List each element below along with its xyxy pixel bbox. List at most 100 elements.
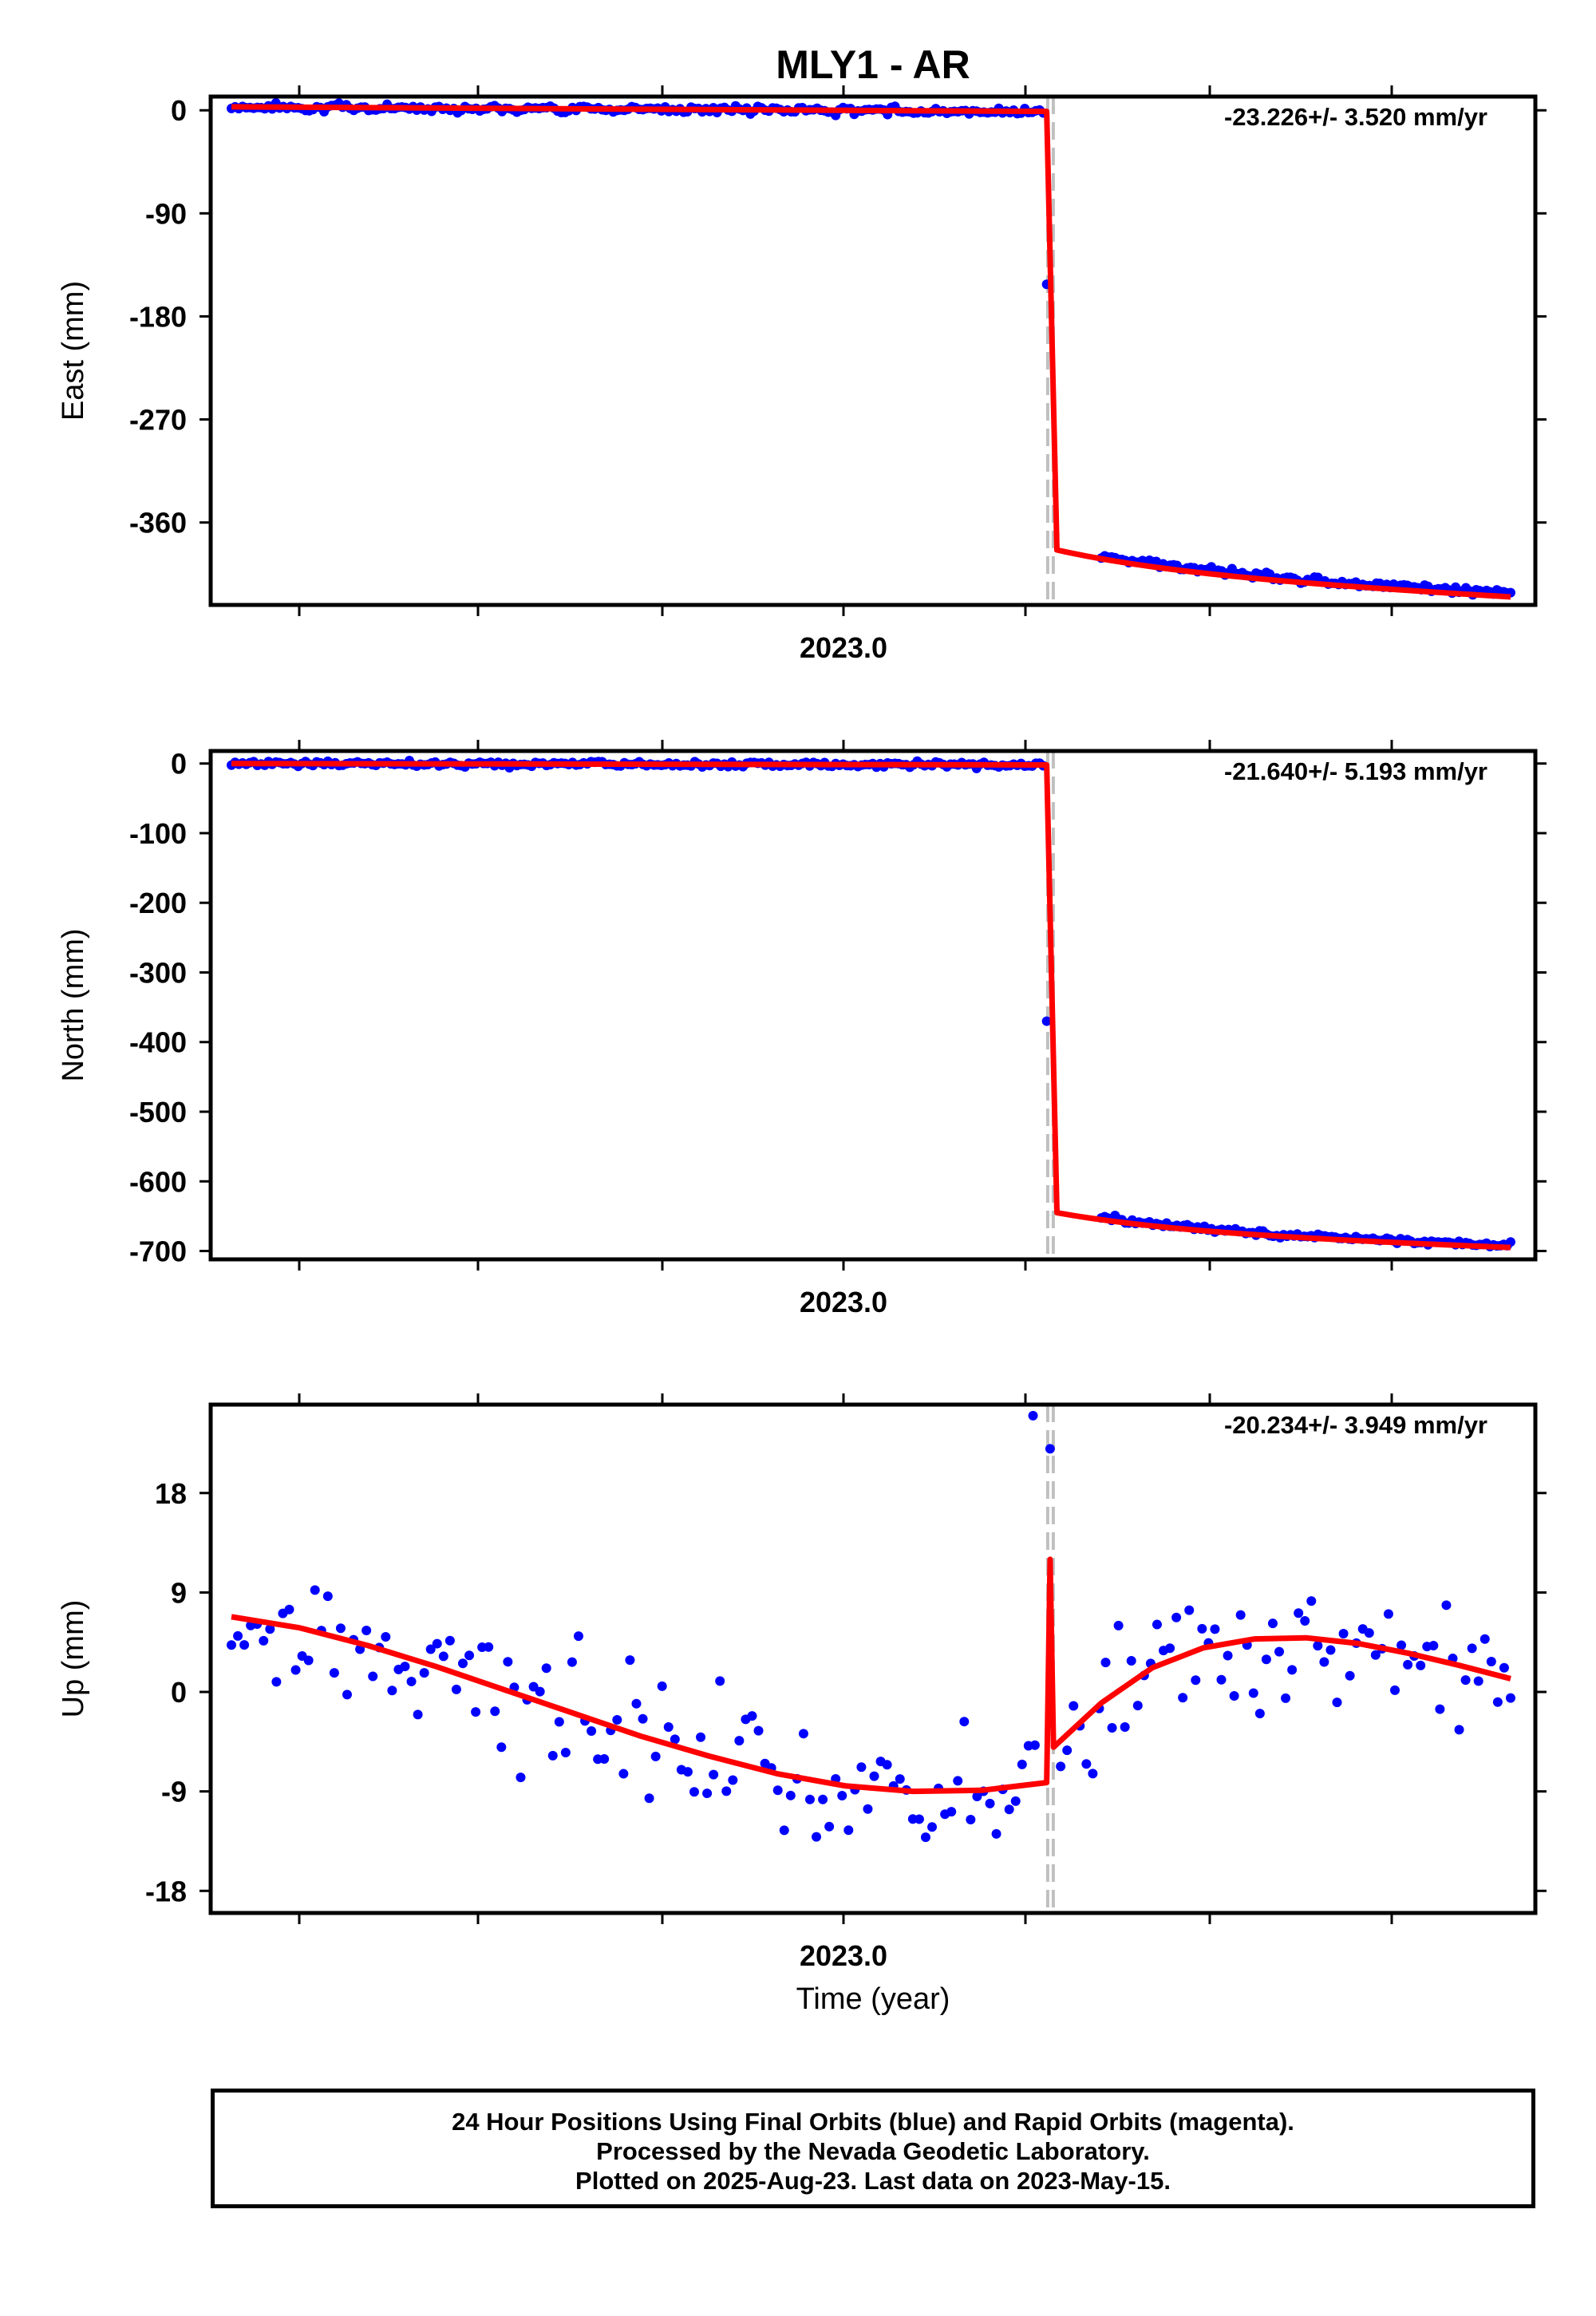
data-point xyxy=(1370,1650,1381,1660)
y-tick-label: -600 xyxy=(129,1165,187,1198)
data-point xyxy=(631,1698,642,1709)
data-point xyxy=(747,1711,757,1721)
data-point xyxy=(914,1814,924,1824)
data-point xyxy=(1287,1665,1298,1675)
panel-north: 0 -100 -200 -300 -400 -500 -600 -700 2023.0 North… xyxy=(57,740,1547,1318)
y-tick-label: -700 xyxy=(129,1235,187,1268)
x-tick-label: 2023.0 xyxy=(800,1939,887,1972)
data-point xyxy=(1281,1693,1291,1703)
data-point xyxy=(1261,1654,1271,1665)
data-point xyxy=(953,1776,963,1786)
data-point xyxy=(1171,1612,1182,1622)
footer-line-3: Plotted on 2025-Aug-23. Last data on 202… xyxy=(575,2167,1171,2195)
data-point xyxy=(1364,1628,1374,1638)
rate-annotation: -20.234+/- 3.949 mm/yr xyxy=(1224,1411,1487,1439)
data-point xyxy=(1345,1670,1355,1681)
data-point xyxy=(516,1773,526,1783)
rate-annotation: -23.226+/- 3.520 mm/yr xyxy=(1224,103,1487,131)
data-point xyxy=(233,1630,243,1641)
x-axis-label: Time (year) xyxy=(796,1982,950,2016)
data-point xyxy=(535,1686,545,1697)
data-point xyxy=(895,1774,905,1784)
data-point xyxy=(709,1769,719,1780)
data-point xyxy=(696,1732,706,1742)
data-point xyxy=(1223,1650,1233,1661)
y-tick-label: -9 xyxy=(161,1776,187,1808)
data-point xyxy=(1069,1701,1079,1711)
data-point xyxy=(1126,1656,1136,1666)
panel-up: 18 9 0 -9 -18 2023.0 Up (mm) -20.234+/- 3.949 m… xyxy=(57,1393,1547,1972)
data-point xyxy=(1499,1662,1509,1673)
data-point xyxy=(1254,1709,1265,1719)
y-tick-label: -18 xyxy=(145,1875,187,1907)
y-tick-label: -400 xyxy=(129,1026,187,1059)
data-point xyxy=(1294,1608,1304,1618)
data-point xyxy=(1486,1656,1496,1666)
data-point xyxy=(1435,1704,1445,1714)
data-point xyxy=(490,1706,500,1717)
plot-frame xyxy=(208,749,1538,1262)
data-point xyxy=(1017,1759,1027,1769)
plot-frame xyxy=(208,1402,1538,1915)
y-tick-label: 0 xyxy=(171,94,187,127)
data-point xyxy=(1184,1605,1195,1615)
chart-title: MLY1 - AR xyxy=(776,42,970,87)
data-point xyxy=(1506,1693,1515,1703)
data-point xyxy=(541,1663,551,1674)
data-point xyxy=(599,1754,610,1765)
data-point xyxy=(503,1657,513,1667)
model-fit-line xyxy=(231,1556,1511,1795)
data-point xyxy=(663,1721,674,1732)
data-point xyxy=(1332,1697,1342,1708)
data-point xyxy=(1178,1693,1188,1703)
data-point xyxy=(1004,1804,1014,1815)
data-point xyxy=(1338,1628,1349,1638)
data-point xyxy=(1107,1722,1117,1733)
data-point xyxy=(1113,1620,1124,1630)
data-point xyxy=(804,1794,815,1804)
y-axis-label: East (mm) xyxy=(57,281,90,421)
data-point xyxy=(1467,1643,1477,1654)
data-point xyxy=(1088,1769,1098,1779)
data-point xyxy=(1306,1596,1317,1607)
data-point xyxy=(259,1635,269,1646)
data-point xyxy=(1248,1688,1258,1698)
data-point xyxy=(1492,1697,1503,1707)
y-tick-label: -100 xyxy=(129,817,187,850)
data-point xyxy=(856,1762,867,1773)
data-point xyxy=(1235,1610,1246,1620)
footer-line-2: Processed by the Nevada Geodetic Laborat… xyxy=(596,2137,1150,2165)
data-point xyxy=(1029,1740,1040,1750)
data-point xyxy=(1191,1675,1201,1686)
data-point xyxy=(1045,1444,1055,1454)
data-point xyxy=(882,1760,892,1770)
data-point xyxy=(753,1725,764,1736)
data-point xyxy=(381,1631,391,1642)
data-point xyxy=(721,1786,732,1796)
footer-line-1: 24 Hour Positions Using Final Orbits (bl… xyxy=(452,2108,1294,2136)
data-point xyxy=(303,1655,314,1666)
data-point xyxy=(1428,1641,1439,1651)
data-point xyxy=(734,1736,745,1746)
data-point xyxy=(985,1798,995,1808)
data-point xyxy=(1390,1685,1400,1695)
data-point xyxy=(1319,1657,1329,1667)
y-tick-label: -500 xyxy=(129,1096,187,1128)
data-point xyxy=(920,1832,930,1843)
data-point xyxy=(650,1751,661,1761)
y-tick-label: -180 xyxy=(129,300,187,333)
data-point xyxy=(310,1585,320,1595)
data-point xyxy=(625,1655,635,1666)
data-point xyxy=(972,1792,982,1802)
y-axis-label: North (mm) xyxy=(57,928,90,1081)
data-point xyxy=(265,1624,275,1634)
footer-box: 24 Hour Positions Using Final Orbits (bl… xyxy=(211,2089,1535,2208)
data-point xyxy=(1460,1675,1471,1686)
data-point xyxy=(638,1713,648,1724)
data-point xyxy=(1056,1761,1066,1772)
y-tick-label: -270 xyxy=(129,404,187,437)
data-point xyxy=(547,1750,558,1761)
data-point xyxy=(927,1822,938,1832)
data-point xyxy=(335,1623,346,1634)
data-point xyxy=(239,1640,250,1650)
